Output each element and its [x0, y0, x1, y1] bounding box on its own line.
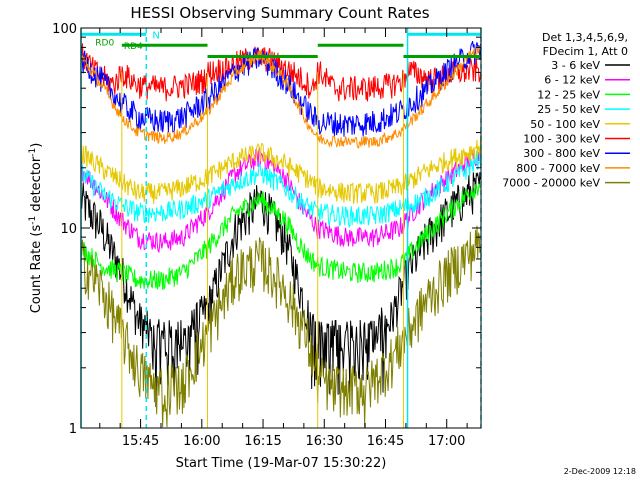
- x-axis: 15:45 16:00 16:15 16:30 16:45 17:00: [99, 28, 468, 449]
- series-line: [81, 183, 481, 291]
- y-tick-label: 1: [69, 422, 77, 437]
- y-tick-label: 10: [60, 222, 77, 237]
- rd4-label: RD4: [124, 42, 143, 52]
- series-line: [81, 45, 481, 149]
- series-line: [81, 40, 481, 138]
- x-axis-label: Start Time (19-Mar-07 15:30:22): [176, 456, 387, 471]
- series-line: [81, 171, 481, 408]
- series-line: [81, 225, 481, 428]
- legend-label: 800 - 7000 keV: [516, 162, 600, 175]
- rd0-label: RD0: [95, 38, 114, 48]
- plot-series-layer: [81, 40, 481, 428]
- chart-title: HESSI Observing Summary Count Rates: [130, 4, 429, 22]
- x-tick-label: 16:15: [244, 434, 281, 449]
- series-line: [81, 147, 481, 254]
- legend-label: 7000 - 20000 keV: [502, 177, 600, 190]
- legend-header: FDecim 1, Att 0: [543, 45, 628, 58]
- legend: Det 1,3,4,5,6,9,FDecim 1, Att 03 - 6 keV…: [502, 31, 630, 190]
- legend-label: 50 - 100 keV: [530, 118, 600, 131]
- legend-header: Det 1,3,4,5,6,9,: [542, 31, 628, 44]
- x-tick-label: 16:00: [183, 434, 220, 449]
- series-line: [81, 149, 481, 229]
- y-tick-label: 100: [52, 22, 77, 37]
- x-tick-label: 16:45: [367, 434, 404, 449]
- series-line: [81, 135, 481, 204]
- legend-label: 3 - 6 keV: [551, 59, 600, 72]
- n-label: N: [152, 30, 159, 41]
- x-tick-label: 17:00: [428, 434, 465, 449]
- x-tick-label: 15:45: [122, 434, 159, 449]
- legend-label: 100 - 300 keV: [523, 133, 600, 146]
- legend-label: 6 - 12 keV: [544, 74, 600, 87]
- date-stamp: 2-Dec-2009 12:18: [564, 467, 636, 476]
- y-axis: 1 10 100: [52, 22, 481, 437]
- y-axis-label: Count Rate (s-1 detector-1): [28, 143, 44, 314]
- legend-label: 12 - 25 keV: [537, 88, 600, 101]
- legend-label: 300 - 800 keV: [523, 147, 600, 160]
- x-tick-label: 16:30: [306, 434, 343, 449]
- legend-label: 25 - 50 keV: [537, 103, 600, 116]
